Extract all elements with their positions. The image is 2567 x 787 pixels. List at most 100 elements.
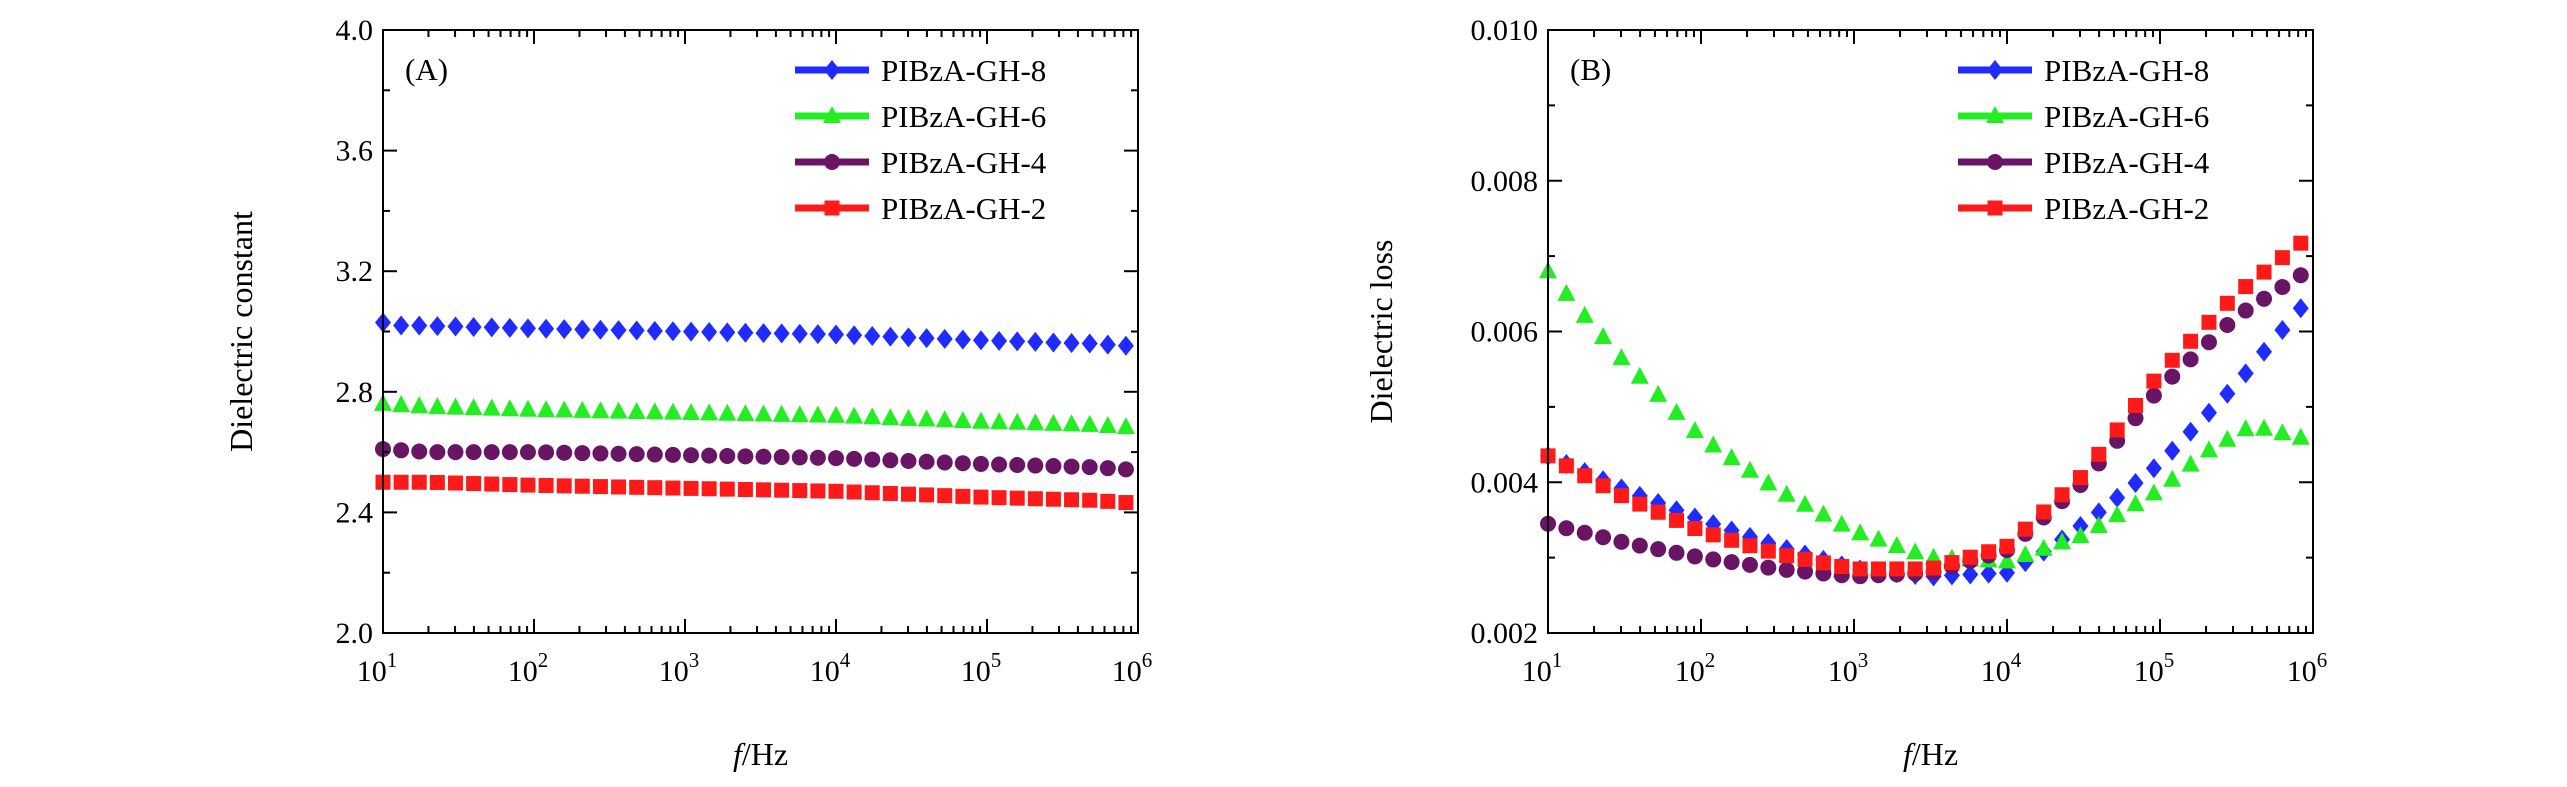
data-point [1962, 549, 1978, 565]
data-point [483, 317, 500, 338]
data-point [1575, 305, 1594, 323]
data-point [518, 399, 537, 417]
data-point [700, 403, 719, 421]
data-point [1760, 543, 1776, 559]
data-point [737, 448, 754, 465]
data-point [790, 405, 809, 423]
data-point [864, 451, 881, 468]
data-point [484, 476, 500, 492]
data-point [501, 444, 518, 461]
x-tick-label: 101 [357, 648, 398, 688]
legend-marker [1987, 200, 2003, 216]
series-pibza-gh-2 [1540, 235, 2309, 577]
data-point [1045, 491, 1061, 507]
data-point [991, 330, 1008, 351]
data-point [756, 482, 772, 498]
data-point [2182, 421, 2199, 442]
legend-item: PIBzA-GH-6 [795, 99, 1046, 134]
data-point [1724, 532, 1740, 548]
panel-label: (A) [405, 52, 448, 87]
data-point [411, 443, 428, 460]
data-point [2109, 422, 2125, 438]
data-point [2109, 487, 2126, 508]
data-point [2181, 454, 2200, 472]
data-point [935, 410, 954, 428]
data-point [629, 479, 645, 495]
data-point [447, 444, 464, 461]
data-point [1595, 529, 1612, 546]
data-point [466, 476, 482, 492]
data-point [1815, 555, 1831, 571]
data-point [1613, 488, 1629, 504]
data-point [2219, 317, 2236, 334]
data-point [682, 403, 701, 421]
data-point [719, 481, 735, 497]
data-point [1098, 415, 1117, 433]
data-point [1117, 335, 1134, 356]
data-point [610, 320, 627, 341]
data-point [1668, 544, 1685, 561]
data-point [845, 406, 864, 424]
series-pibza-gh-4 [375, 441, 1134, 478]
data-point [2237, 302, 2254, 319]
data-markers [1539, 235, 2310, 587]
data-point [1852, 561, 1868, 577]
data-point [683, 321, 700, 342]
data-point [574, 319, 591, 340]
series-pibza-gh-2 [375, 474, 1134, 511]
legend-label: PIBzA-GH-4 [881, 145, 1047, 180]
data-point [1026, 413, 1045, 431]
data-point [1650, 504, 1666, 520]
legend-label: PIBzA-GH-4 [2044, 145, 2210, 180]
x-axis-title: f/Hz [1903, 736, 1958, 772]
data-point [719, 322, 736, 343]
legend-marker [1987, 154, 2003, 170]
data-point [447, 475, 463, 491]
data-point [2164, 440, 2181, 461]
data-point [646, 320, 663, 341]
data-point [446, 397, 465, 415]
data-point [972, 455, 989, 472]
data-point [1981, 544, 1997, 560]
data-point [2146, 373, 2162, 389]
data-point [846, 484, 862, 500]
data-point [519, 444, 536, 461]
data-point [628, 446, 645, 463]
data-point [1851, 523, 1870, 541]
data-point [1650, 493, 1667, 514]
x-tick-label: 106 [1112, 648, 1153, 688]
data-point [1740, 460, 1759, 478]
data-point [2292, 267, 2309, 284]
data-point [810, 483, 826, 499]
data-point [954, 329, 971, 350]
data-point [628, 320, 645, 341]
data-point [1595, 478, 1611, 494]
data-point [482, 398, 501, 416]
data-point [393, 315, 410, 336]
data-point [683, 480, 699, 496]
data-point [774, 482, 790, 498]
data-point [1558, 520, 1575, 537]
data-point [899, 408, 918, 426]
data-point [918, 453, 935, 470]
data-point [1063, 332, 1080, 353]
data-point [483, 444, 500, 461]
series-pibza-gh-6 [1539, 261, 2310, 569]
x-tick-label: 106 [2287, 648, 2328, 688]
data-point [2238, 279, 2254, 295]
data-point [1741, 556, 1758, 573]
data-point [1100, 493, 1116, 509]
data-point [1926, 560, 1942, 576]
data-point [1722, 448, 1741, 466]
data-point [1887, 536, 1906, 554]
data-point [2219, 383, 2236, 404]
data-point [1045, 458, 1062, 475]
data-point [754, 404, 773, 422]
data-point [2256, 290, 2273, 307]
data-point [2089, 515, 2108, 533]
data-point [1027, 331, 1044, 352]
legend-label: PIBzA-GH-6 [881, 99, 1046, 134]
data-point [1118, 495, 1134, 511]
data-point [2091, 446, 2107, 462]
legend-marker [824, 60, 840, 80]
